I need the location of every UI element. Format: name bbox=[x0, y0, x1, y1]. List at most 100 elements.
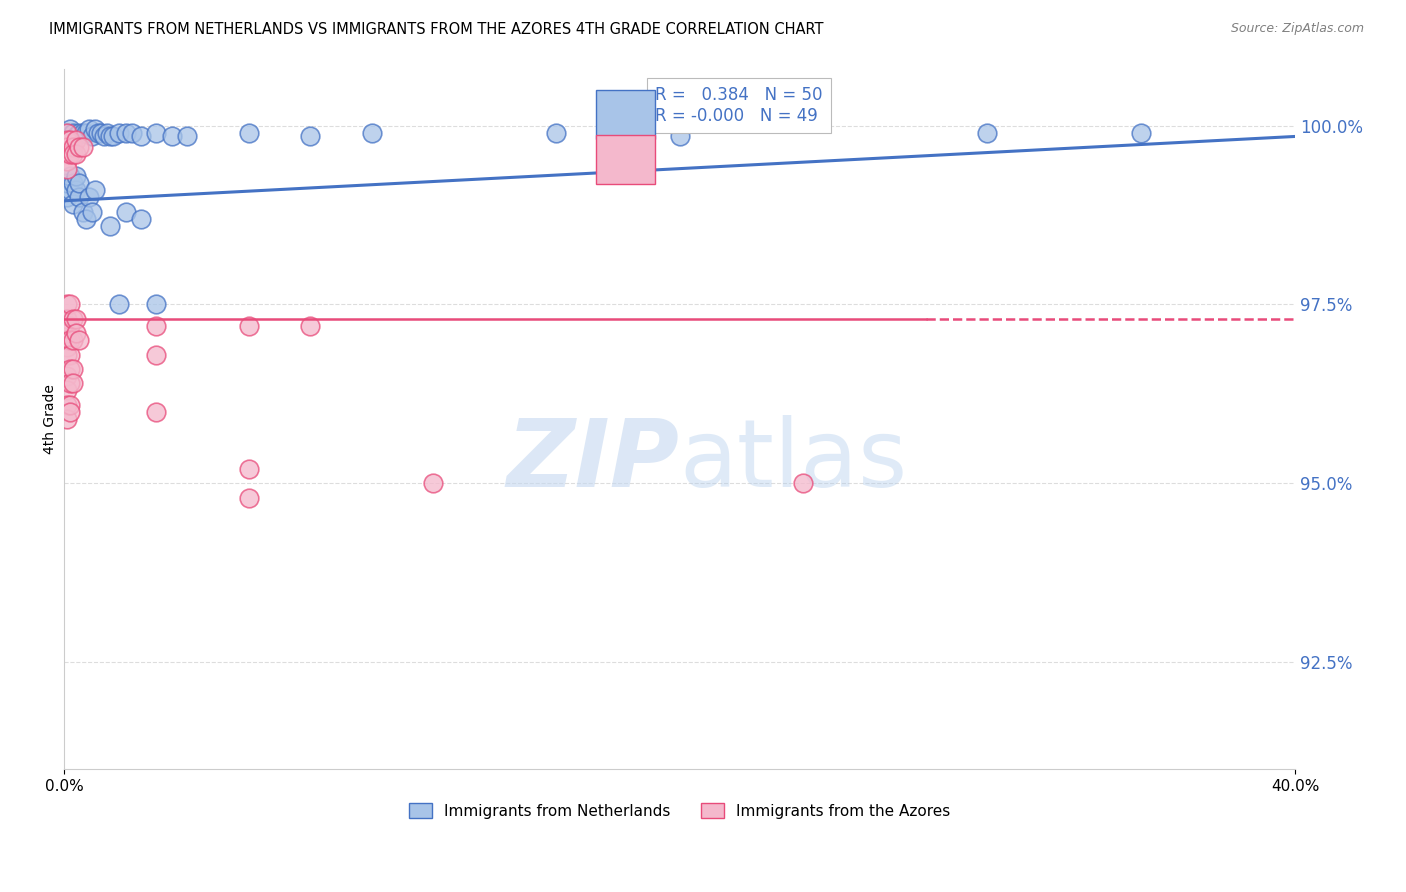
Point bbox=[65, 169, 87, 183]
Point bbox=[59, 333, 82, 347]
Point bbox=[145, 405, 167, 419]
Point bbox=[62, 176, 84, 190]
Point bbox=[56, 369, 79, 384]
Point bbox=[62, 147, 84, 161]
Point bbox=[72, 140, 94, 154]
Point bbox=[59, 297, 82, 311]
Point bbox=[145, 297, 167, 311]
Point bbox=[422, 476, 444, 491]
Point bbox=[145, 126, 167, 140]
Point bbox=[77, 190, 100, 204]
Point bbox=[238, 491, 260, 505]
Point bbox=[129, 129, 152, 144]
Point bbox=[65, 326, 87, 340]
Point bbox=[176, 129, 198, 144]
Point bbox=[90, 126, 112, 140]
Y-axis label: 4th Grade: 4th Grade bbox=[44, 384, 58, 454]
Point bbox=[56, 147, 79, 161]
Point bbox=[80, 129, 103, 144]
FancyBboxPatch shape bbox=[596, 135, 655, 184]
Point bbox=[238, 462, 260, 476]
Point bbox=[83, 122, 105, 136]
Point bbox=[114, 126, 136, 140]
Point bbox=[145, 318, 167, 333]
Point bbox=[65, 183, 87, 197]
Point bbox=[360, 126, 382, 140]
Point bbox=[546, 126, 568, 140]
Point bbox=[62, 197, 84, 211]
Point bbox=[56, 176, 79, 190]
Point bbox=[129, 211, 152, 226]
Point bbox=[121, 126, 143, 140]
Point bbox=[96, 126, 118, 140]
Text: ZIP: ZIP bbox=[506, 415, 679, 507]
Point bbox=[56, 333, 79, 347]
Point bbox=[56, 384, 79, 398]
Point bbox=[75, 126, 97, 140]
Point bbox=[238, 318, 260, 333]
Point bbox=[59, 183, 82, 197]
Point bbox=[69, 140, 91, 154]
Point bbox=[108, 297, 131, 311]
Point bbox=[56, 126, 79, 140]
Point bbox=[56, 161, 79, 176]
Point bbox=[65, 147, 87, 161]
Point bbox=[65, 129, 87, 144]
Point bbox=[77, 122, 100, 136]
Point bbox=[65, 133, 87, 147]
Point bbox=[87, 126, 110, 140]
Point bbox=[145, 347, 167, 361]
Point bbox=[56, 412, 79, 426]
Point bbox=[56, 398, 79, 412]
Point bbox=[103, 129, 125, 144]
Text: Source: ZipAtlas.com: Source: ZipAtlas.com bbox=[1230, 22, 1364, 36]
Point bbox=[1130, 126, 1153, 140]
Point bbox=[59, 169, 82, 183]
Point bbox=[792, 476, 814, 491]
Point bbox=[80, 204, 103, 219]
Point bbox=[238, 126, 260, 140]
Text: IMMIGRANTS FROM NETHERLANDS VS IMMIGRANTS FROM THE AZORES 4TH GRADE CORRELATION : IMMIGRANTS FROM NETHERLANDS VS IMMIGRANT… bbox=[49, 22, 824, 37]
Point bbox=[56, 326, 79, 340]
Point bbox=[56, 297, 79, 311]
Point bbox=[59, 147, 82, 161]
Point bbox=[56, 154, 79, 169]
Point bbox=[59, 405, 82, 419]
Point bbox=[976, 126, 998, 140]
Legend: Immigrants from Netherlands, Immigrants from the Azores: Immigrants from Netherlands, Immigrants … bbox=[402, 797, 956, 825]
Point bbox=[56, 340, 79, 354]
Point bbox=[65, 311, 87, 326]
Point bbox=[62, 140, 84, 154]
Text: atlas: atlas bbox=[679, 415, 908, 507]
Point bbox=[93, 129, 115, 144]
Point bbox=[56, 126, 79, 140]
Point bbox=[668, 129, 690, 144]
Point bbox=[114, 204, 136, 219]
Point bbox=[98, 129, 121, 144]
Point bbox=[83, 183, 105, 197]
Point bbox=[108, 126, 131, 140]
Point bbox=[69, 126, 91, 140]
Point bbox=[56, 190, 79, 204]
Point bbox=[59, 133, 82, 147]
Point bbox=[59, 362, 82, 376]
Point bbox=[299, 318, 322, 333]
Point bbox=[160, 129, 183, 144]
Point bbox=[56, 311, 79, 326]
Point bbox=[59, 122, 82, 136]
Point bbox=[59, 347, 82, 361]
Point bbox=[72, 126, 94, 140]
Point bbox=[62, 311, 84, 326]
Point bbox=[62, 333, 84, 347]
Point bbox=[59, 318, 82, 333]
Point bbox=[56, 347, 79, 361]
Point bbox=[62, 126, 84, 140]
Point bbox=[75, 211, 97, 226]
Point bbox=[59, 398, 82, 412]
Point bbox=[69, 176, 91, 190]
Point bbox=[69, 190, 91, 204]
Point bbox=[62, 376, 84, 391]
Point bbox=[72, 204, 94, 219]
Point bbox=[56, 140, 79, 154]
Point bbox=[56, 133, 79, 147]
